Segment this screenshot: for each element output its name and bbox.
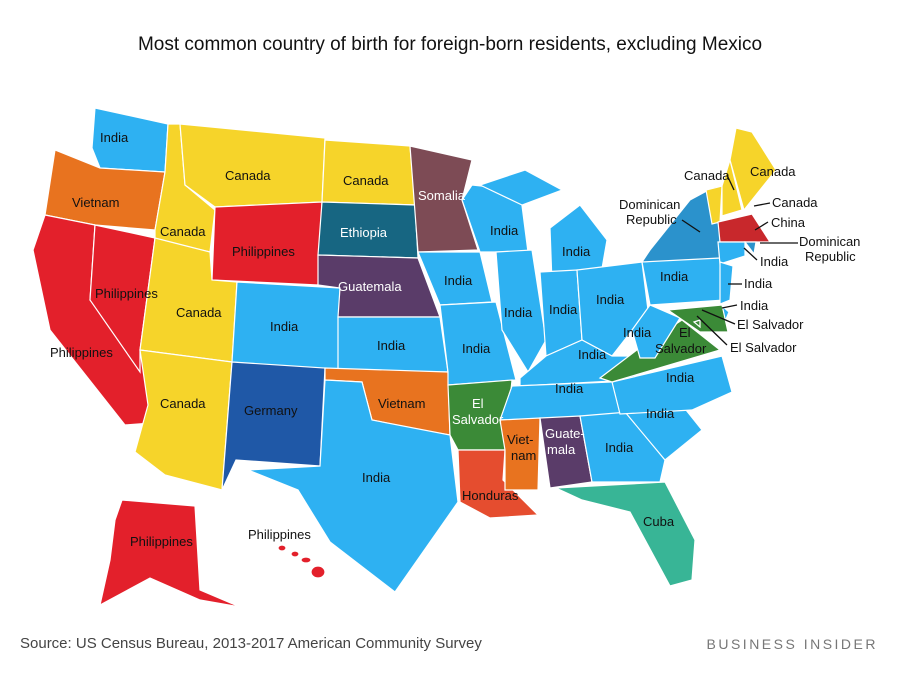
state-nj [719,261,734,305]
state-wv [631,304,681,359]
state-nv [89,224,156,374]
label-wi: India [490,223,519,238]
label-ri2: Republic [805,249,856,264]
label-ak: Philippines [130,534,193,549]
label-md: El Salvador [737,317,804,332]
label-wy: Philippines [232,244,295,259]
state-mt [179,123,326,208]
source-note: Source: US Census Bureau, 2013-2017 Amer… [20,635,482,652]
label-oh: India [596,292,625,307]
label-ms1: Viet- [507,432,534,447]
label-in: India [549,302,578,317]
label-il: India [504,305,533,320]
label-ut: Canada [176,305,222,320]
state-fl [555,481,696,587]
state-hi-1 [277,544,287,552]
callout-lines [681,174,798,346]
label-ky: India [578,347,607,362]
label-ma: China [771,215,806,230]
label-la: Honduras [462,488,519,503]
state-az [134,349,233,491]
brand-logo: BUSINESS INSIDER [706,636,878,652]
state-mn [409,145,479,253]
label-nv: Philippines [95,286,158,301]
label-vt: Canada [684,168,730,183]
label-ri1: Dominican [799,234,860,249]
label-ks: India [377,338,406,353]
label-ny1: Dominican [619,197,680,212]
label-ia: India [444,273,473,288]
state-ri [743,241,757,256]
label-al1: Guate- [545,426,585,441]
state-dc [692,319,701,329]
label-va2: Salvador [655,341,707,356]
label-nd: Canada [343,173,389,188]
state-md [666,304,729,333]
label-va1: El [679,325,691,340]
state-ms [499,417,541,491]
label-pa: India [660,269,689,284]
label-tx: India [362,470,391,485]
label-ne: Guatemala [338,279,402,294]
state-nm [221,361,326,491]
state-ak [99,499,241,608]
label-mi: India [562,244,591,259]
label-me: Canada [750,164,796,179]
label-ar2: Salvador [452,412,504,427]
label-hi: Philippines [248,527,311,542]
label-ny2: Republic [626,212,677,227]
state-hi-4 [310,565,326,579]
label-wv: India [623,325,652,340]
label-mo: India [462,341,491,356]
label-co: India [270,319,299,334]
label-tn: India [555,381,584,396]
label-wa: India [100,130,129,145]
label-nh: Canada [772,195,818,210]
map-title: Most common country of birth for foreign… [137,34,763,55]
state-hi-2 [290,550,300,558]
state-mi-upper [478,169,564,206]
state-nc [611,355,733,415]
label-nm: Germany [244,403,298,418]
label-de: India [740,298,769,313]
label-nj: India [744,276,773,291]
label-ok: Vietnam [378,396,425,411]
label-az: Canada [160,396,206,411]
label-id: Canada [160,224,206,239]
state-nh [721,157,743,217]
label-sc: India [646,406,675,421]
label-nc: India [666,370,695,385]
label-ca: Philippines [50,345,113,360]
label-fl: Cuba [643,514,675,529]
label-or: Vietnam [72,195,119,210]
label-dc: El Salvador [730,340,797,355]
state-me [729,127,777,212]
label-al2: mala [547,442,576,457]
state-oh [576,261,649,357]
label-ct: India [760,254,789,269]
state-tx [247,379,459,593]
state-ma [717,213,772,243]
state-hi-3 [300,556,312,564]
label-ga: India [605,440,634,455]
label-ms2: nam [511,448,536,463]
label-sd: Ethiopia [340,225,388,240]
label-mn: Somalia [418,188,466,203]
label-mt: Canada [225,168,271,183]
state-ct [717,241,746,265]
state-il [495,249,547,374]
label-ar1: El [472,396,484,411]
